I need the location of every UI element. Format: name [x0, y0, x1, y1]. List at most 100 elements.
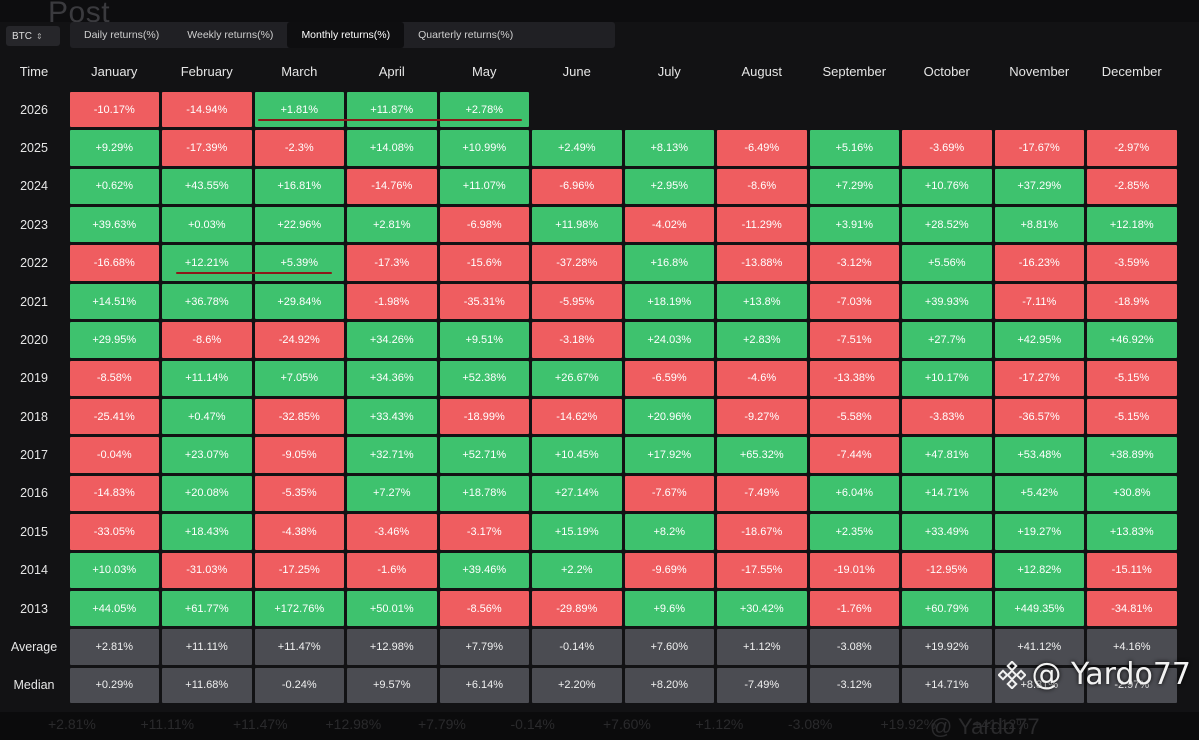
- tab-daily-returns[interactable]: Daily returns(%): [84, 29, 160, 41]
- return-cell: -31.03%: [162, 552, 252, 588]
- column-header-month: March: [281, 63, 318, 79]
- return-cell: -11.29%: [717, 207, 807, 243]
- summary-cell: +1.12%: [717, 629, 807, 665]
- return-cell: +36.78%: [162, 283, 252, 320]
- return-cell: +12.18%: [1087, 207, 1177, 243]
- ghost-value: +12.98%: [325, 716, 382, 732]
- column-header-month: February: [180, 63, 233, 79]
- summary-cell: -2.97%: [1087, 667, 1177, 704]
- return-cell: -17.3%: [347, 245, 437, 281]
- return-cell: +61.77%: [162, 590, 252, 627]
- return-cell: -25.41%: [69, 399, 159, 435]
- return-cell: -15.11%: [1087, 552, 1177, 588]
- return-cell: +20.96%: [624, 399, 714, 435]
- return-cell: -6.96%: [532, 168, 622, 205]
- summary-cell: +41.12%: [994, 629, 1084, 665]
- row-label-year: 2018: [20, 409, 48, 424]
- return-cell: +16.81%: [254, 168, 344, 205]
- return-cell: +5.39%: [254, 245, 344, 281]
- return-cell: +7.27%: [347, 475, 437, 512]
- summary-cell: +8.20%: [624, 667, 714, 704]
- return-cell: +65.32%: [717, 437, 807, 473]
- return-cell: -3.46%: [347, 514, 437, 550]
- column-header-month: May: [471, 63, 497, 79]
- row-label-year: 2021: [20, 294, 48, 309]
- return-cell: +8.2%: [624, 514, 714, 550]
- summary-cell: +11.47%: [254, 629, 344, 665]
- return-cell: +19.27%: [994, 514, 1084, 550]
- return-cell: +3.91%: [809, 207, 899, 243]
- return-cell: -8.6%: [162, 322, 252, 358]
- return-cell: -3.12%: [809, 245, 899, 281]
- return-cell: -0.04%: [69, 437, 159, 473]
- ghost-value: +11.11%: [140, 716, 195, 732]
- return-cell: +39.63%: [69, 207, 159, 243]
- column-header-month: January: [91, 63, 138, 79]
- return-cell: +7.05%: [254, 360, 344, 397]
- toolbar: BTC ⇕ Daily returns(%) Weekly returns(%)…: [0, 22, 640, 48]
- summary-cell: +6.14%: [439, 667, 529, 704]
- column-header-month: August: [741, 63, 782, 79]
- return-cell: -35.31%: [439, 283, 529, 320]
- return-cell: -24.92%: [254, 322, 344, 358]
- return-cell: +10.03%: [69, 552, 159, 588]
- return-cell: +7.29%: [809, 168, 899, 205]
- row-label-year: 2017: [20, 448, 48, 463]
- return-cell: -17.27%: [994, 360, 1084, 397]
- return-cell: +52.38%: [439, 360, 529, 397]
- return-cell: +26.67%: [532, 360, 622, 397]
- symbol-selector[interactable]: BTC ⇕: [6, 26, 60, 46]
- return-cell: -1.76%: [809, 590, 899, 627]
- return-cell: +2.83%: [717, 322, 807, 358]
- return-cell: -3.59%: [1087, 245, 1177, 281]
- return-period-tabs: Daily returns(%) Weekly returns(%) Month…: [70, 22, 615, 48]
- return-cell: +2.2%: [532, 552, 622, 588]
- tab-quarterly-returns[interactable]: Quarterly returns(%): [418, 29, 514, 41]
- summary-cell: +2.20%: [532, 667, 622, 704]
- return-cell: -3.18%: [532, 322, 622, 358]
- return-cell: +20.08%: [162, 475, 252, 512]
- return-cell: +2.78%: [439, 91, 529, 128]
- summary-cell: -3.12%: [809, 667, 899, 704]
- return-cell: +22.96%: [254, 207, 344, 243]
- return-cell: -4.02%: [624, 207, 714, 243]
- tab-monthly-returns[interactable]: Monthly returns(%): [287, 22, 405, 48]
- return-cell: -5.15%: [1087, 360, 1177, 397]
- return-cell: +33.43%: [347, 399, 437, 435]
- return-cell: +5.56%: [902, 245, 992, 281]
- ghost-value: -3.08%: [788, 716, 833, 732]
- return-cell: -5.35%: [254, 475, 344, 512]
- return-cell: +33.49%: [902, 514, 992, 550]
- row-label-year: 2020: [20, 332, 48, 347]
- return-cell: +24.03%: [624, 322, 714, 358]
- column-header-month: April: [378, 63, 405, 79]
- return-cell: +18.43%: [162, 514, 252, 550]
- return-cell: +15.19%: [532, 514, 622, 550]
- return-cell: +38.89%: [1087, 437, 1177, 473]
- return-cell: -1.6%: [347, 552, 437, 588]
- row-label-year: 2022: [20, 256, 48, 271]
- return-cell: +32.71%: [347, 437, 437, 473]
- summary-cell: +2.81%: [69, 629, 159, 665]
- return-cell: -14.76%: [347, 168, 437, 205]
- return-cell: -8.58%: [69, 360, 159, 397]
- summary-cell: +9.57%: [347, 667, 437, 704]
- summary-cell: +0.29%: [69, 667, 159, 704]
- return-cell: +46.92%: [1087, 322, 1177, 358]
- summary-cell: +19.92%: [902, 629, 992, 665]
- return-cell: -29.89%: [532, 590, 622, 627]
- return-cell: -4.6%: [717, 360, 807, 397]
- ghost-value: +11.47%: [233, 716, 288, 732]
- return-cell: +10.99%: [439, 130, 529, 166]
- return-cell: +39.93%: [902, 283, 992, 320]
- return-cell: +29.95%: [69, 322, 159, 358]
- row-label-year: 2025: [20, 140, 48, 155]
- empty-cell: [625, 92, 715, 127]
- column-header-month: October: [923, 63, 970, 79]
- empty-cell: [717, 92, 807, 127]
- row-label-year: 2026: [20, 102, 48, 117]
- return-cell: -16.23%: [994, 245, 1084, 281]
- return-cell: +14.71%: [902, 475, 992, 512]
- tab-weekly-returns[interactable]: Weekly returns(%): [187, 29, 274, 41]
- return-cell: -18.9%: [1087, 283, 1177, 320]
